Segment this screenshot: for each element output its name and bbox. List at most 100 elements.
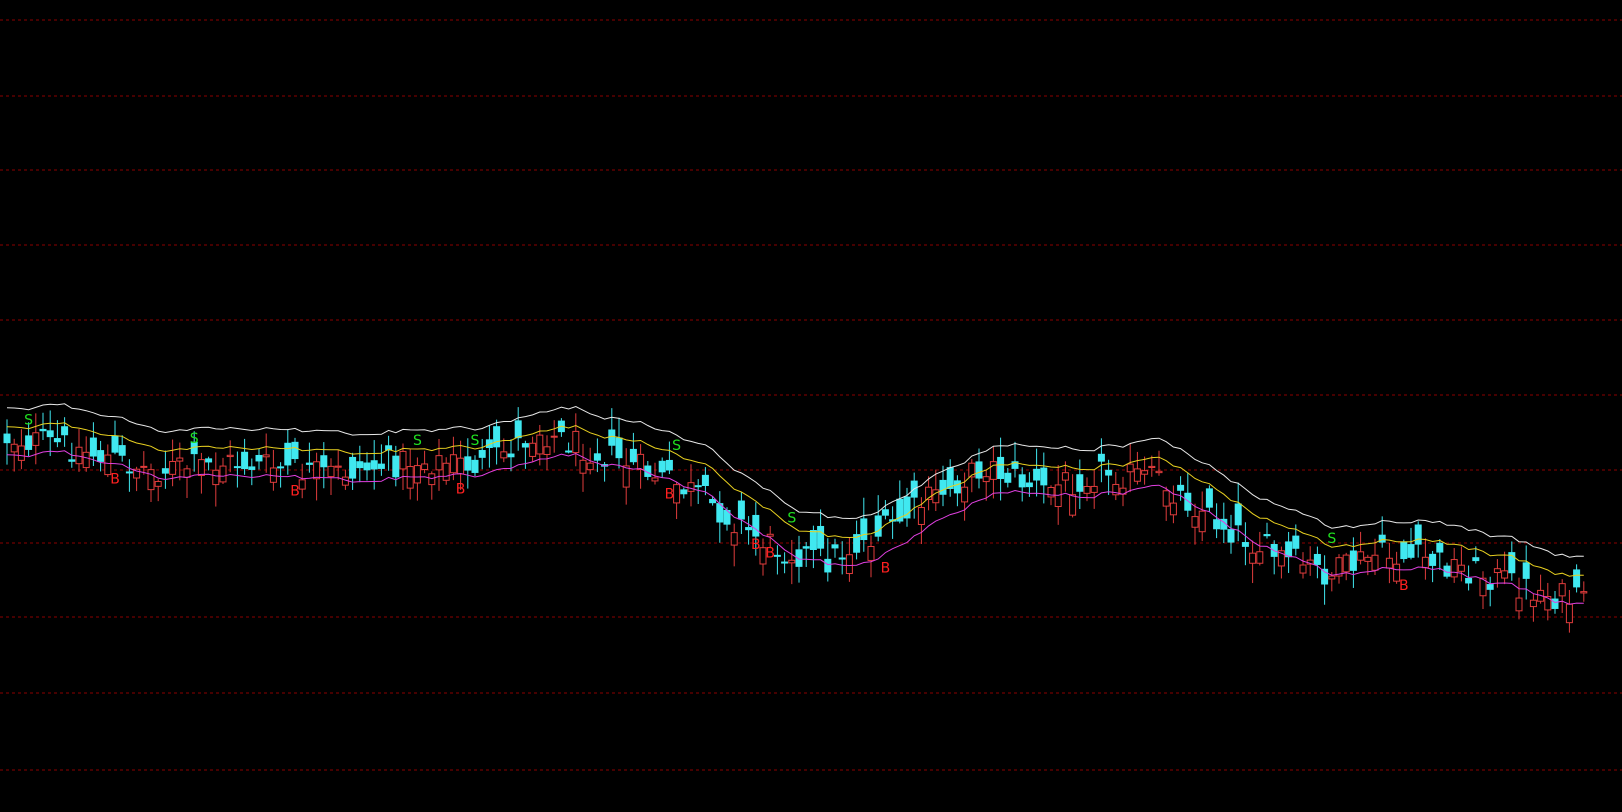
candle bbox=[1148, 455, 1156, 477]
candle bbox=[298, 463, 306, 499]
candle-body bbox=[1457, 564, 1465, 572]
candle-body bbox=[305, 462, 313, 465]
candle bbox=[953, 475, 961, 507]
candle bbox=[118, 435, 126, 462]
candle-body bbox=[665, 459, 673, 471]
candle bbox=[1400, 539, 1408, 563]
candle-body bbox=[781, 561, 789, 564]
candle bbox=[644, 460, 652, 481]
candle bbox=[1263, 522, 1271, 539]
candle-body bbox=[89, 437, 97, 457]
candle-body bbox=[694, 485, 702, 488]
candle-body bbox=[262, 454, 270, 458]
candle bbox=[197, 452, 205, 494]
candle bbox=[3, 419, 11, 465]
candle bbox=[1133, 451, 1141, 485]
candle-body bbox=[1025, 482, 1033, 488]
candle bbox=[1285, 531, 1293, 573]
candle-body bbox=[1529, 599, 1537, 608]
candle bbox=[694, 479, 702, 504]
candle bbox=[1558, 579, 1566, 614]
candle-body bbox=[1169, 502, 1177, 516]
candle bbox=[442, 457, 450, 485]
sell-signal-label: S bbox=[672, 438, 681, 454]
candle bbox=[1004, 467, 1012, 488]
candle-body bbox=[435, 455, 443, 471]
candle bbox=[385, 435, 393, 471]
candle-body bbox=[874, 515, 882, 537]
candle-body bbox=[831, 544, 839, 549]
candle bbox=[485, 425, 493, 468]
candle-body bbox=[471, 459, 479, 473]
candle bbox=[1580, 581, 1588, 602]
candle-body bbox=[550, 435, 558, 438]
candle bbox=[82, 436, 90, 472]
candle-body bbox=[104, 454, 112, 476]
candle-body bbox=[1522, 562, 1530, 579]
bands bbox=[6, 403, 1584, 605]
candle-body bbox=[442, 462, 450, 481]
candle-body bbox=[197, 459, 205, 477]
candle bbox=[1126, 443, 1134, 493]
candle bbox=[1508, 541, 1516, 581]
candle-body bbox=[125, 471, 133, 474]
candle-body bbox=[97, 450, 105, 462]
candle bbox=[759, 538, 767, 576]
candle-body bbox=[824, 558, 832, 573]
candle bbox=[658, 457, 666, 478]
candle-body bbox=[32, 432, 40, 446]
candle-body bbox=[1299, 564, 1307, 574]
candle-body bbox=[284, 442, 292, 466]
candle-body bbox=[701, 474, 709, 487]
candle-body bbox=[507, 453, 515, 458]
candle-body bbox=[903, 496, 911, 519]
candle-body bbox=[291, 441, 299, 460]
candle bbox=[745, 516, 753, 545]
candle-body bbox=[838, 557, 846, 560]
candle bbox=[1565, 589, 1573, 633]
candle-body bbox=[881, 509, 889, 516]
candle bbox=[1349, 537, 1357, 588]
candle bbox=[853, 520, 861, 560]
candle-body bbox=[1508, 552, 1516, 574]
candle bbox=[1537, 574, 1545, 604]
candle bbox=[939, 465, 947, 507]
candle bbox=[1479, 571, 1487, 609]
candle-body bbox=[161, 468, 169, 474]
candle-body bbox=[1565, 603, 1573, 624]
candle-body bbox=[68, 459, 76, 462]
candle-body bbox=[925, 486, 933, 501]
candle bbox=[1090, 470, 1098, 509]
candle bbox=[1472, 546, 1480, 564]
candle-body bbox=[586, 462, 594, 471]
candle-body bbox=[1241, 542, 1249, 547]
candle bbox=[1457, 546, 1465, 582]
candle bbox=[989, 446, 997, 499]
candle bbox=[46, 410, 54, 457]
candle-body bbox=[608, 429, 616, 446]
candle-body bbox=[1133, 468, 1141, 482]
candle-body bbox=[298, 479, 306, 490]
candle bbox=[356, 445, 364, 483]
candle-body bbox=[658, 460, 666, 473]
candle-body bbox=[565, 450, 573, 453]
candle bbox=[363, 452, 371, 481]
candle bbox=[1486, 576, 1494, 607]
candle-body bbox=[39, 428, 47, 432]
buy-signal-label: B bbox=[665, 486, 675, 502]
candle bbox=[946, 459, 954, 497]
candle-body bbox=[1148, 465, 1156, 469]
candle-body bbox=[845, 554, 853, 575]
candle bbox=[377, 444, 385, 476]
sell-signal-label: S bbox=[190, 431, 199, 447]
candle-body bbox=[622, 465, 630, 488]
gridlines bbox=[0, 19, 1622, 771]
candle-body bbox=[1407, 544, 1415, 558]
candle bbox=[1040, 452, 1048, 504]
candle bbox=[529, 436, 537, 463]
candle-body bbox=[61, 426, 69, 436]
candle-body bbox=[709, 498, 717, 504]
candle-body bbox=[989, 461, 997, 480]
candle-body bbox=[1126, 463, 1134, 473]
